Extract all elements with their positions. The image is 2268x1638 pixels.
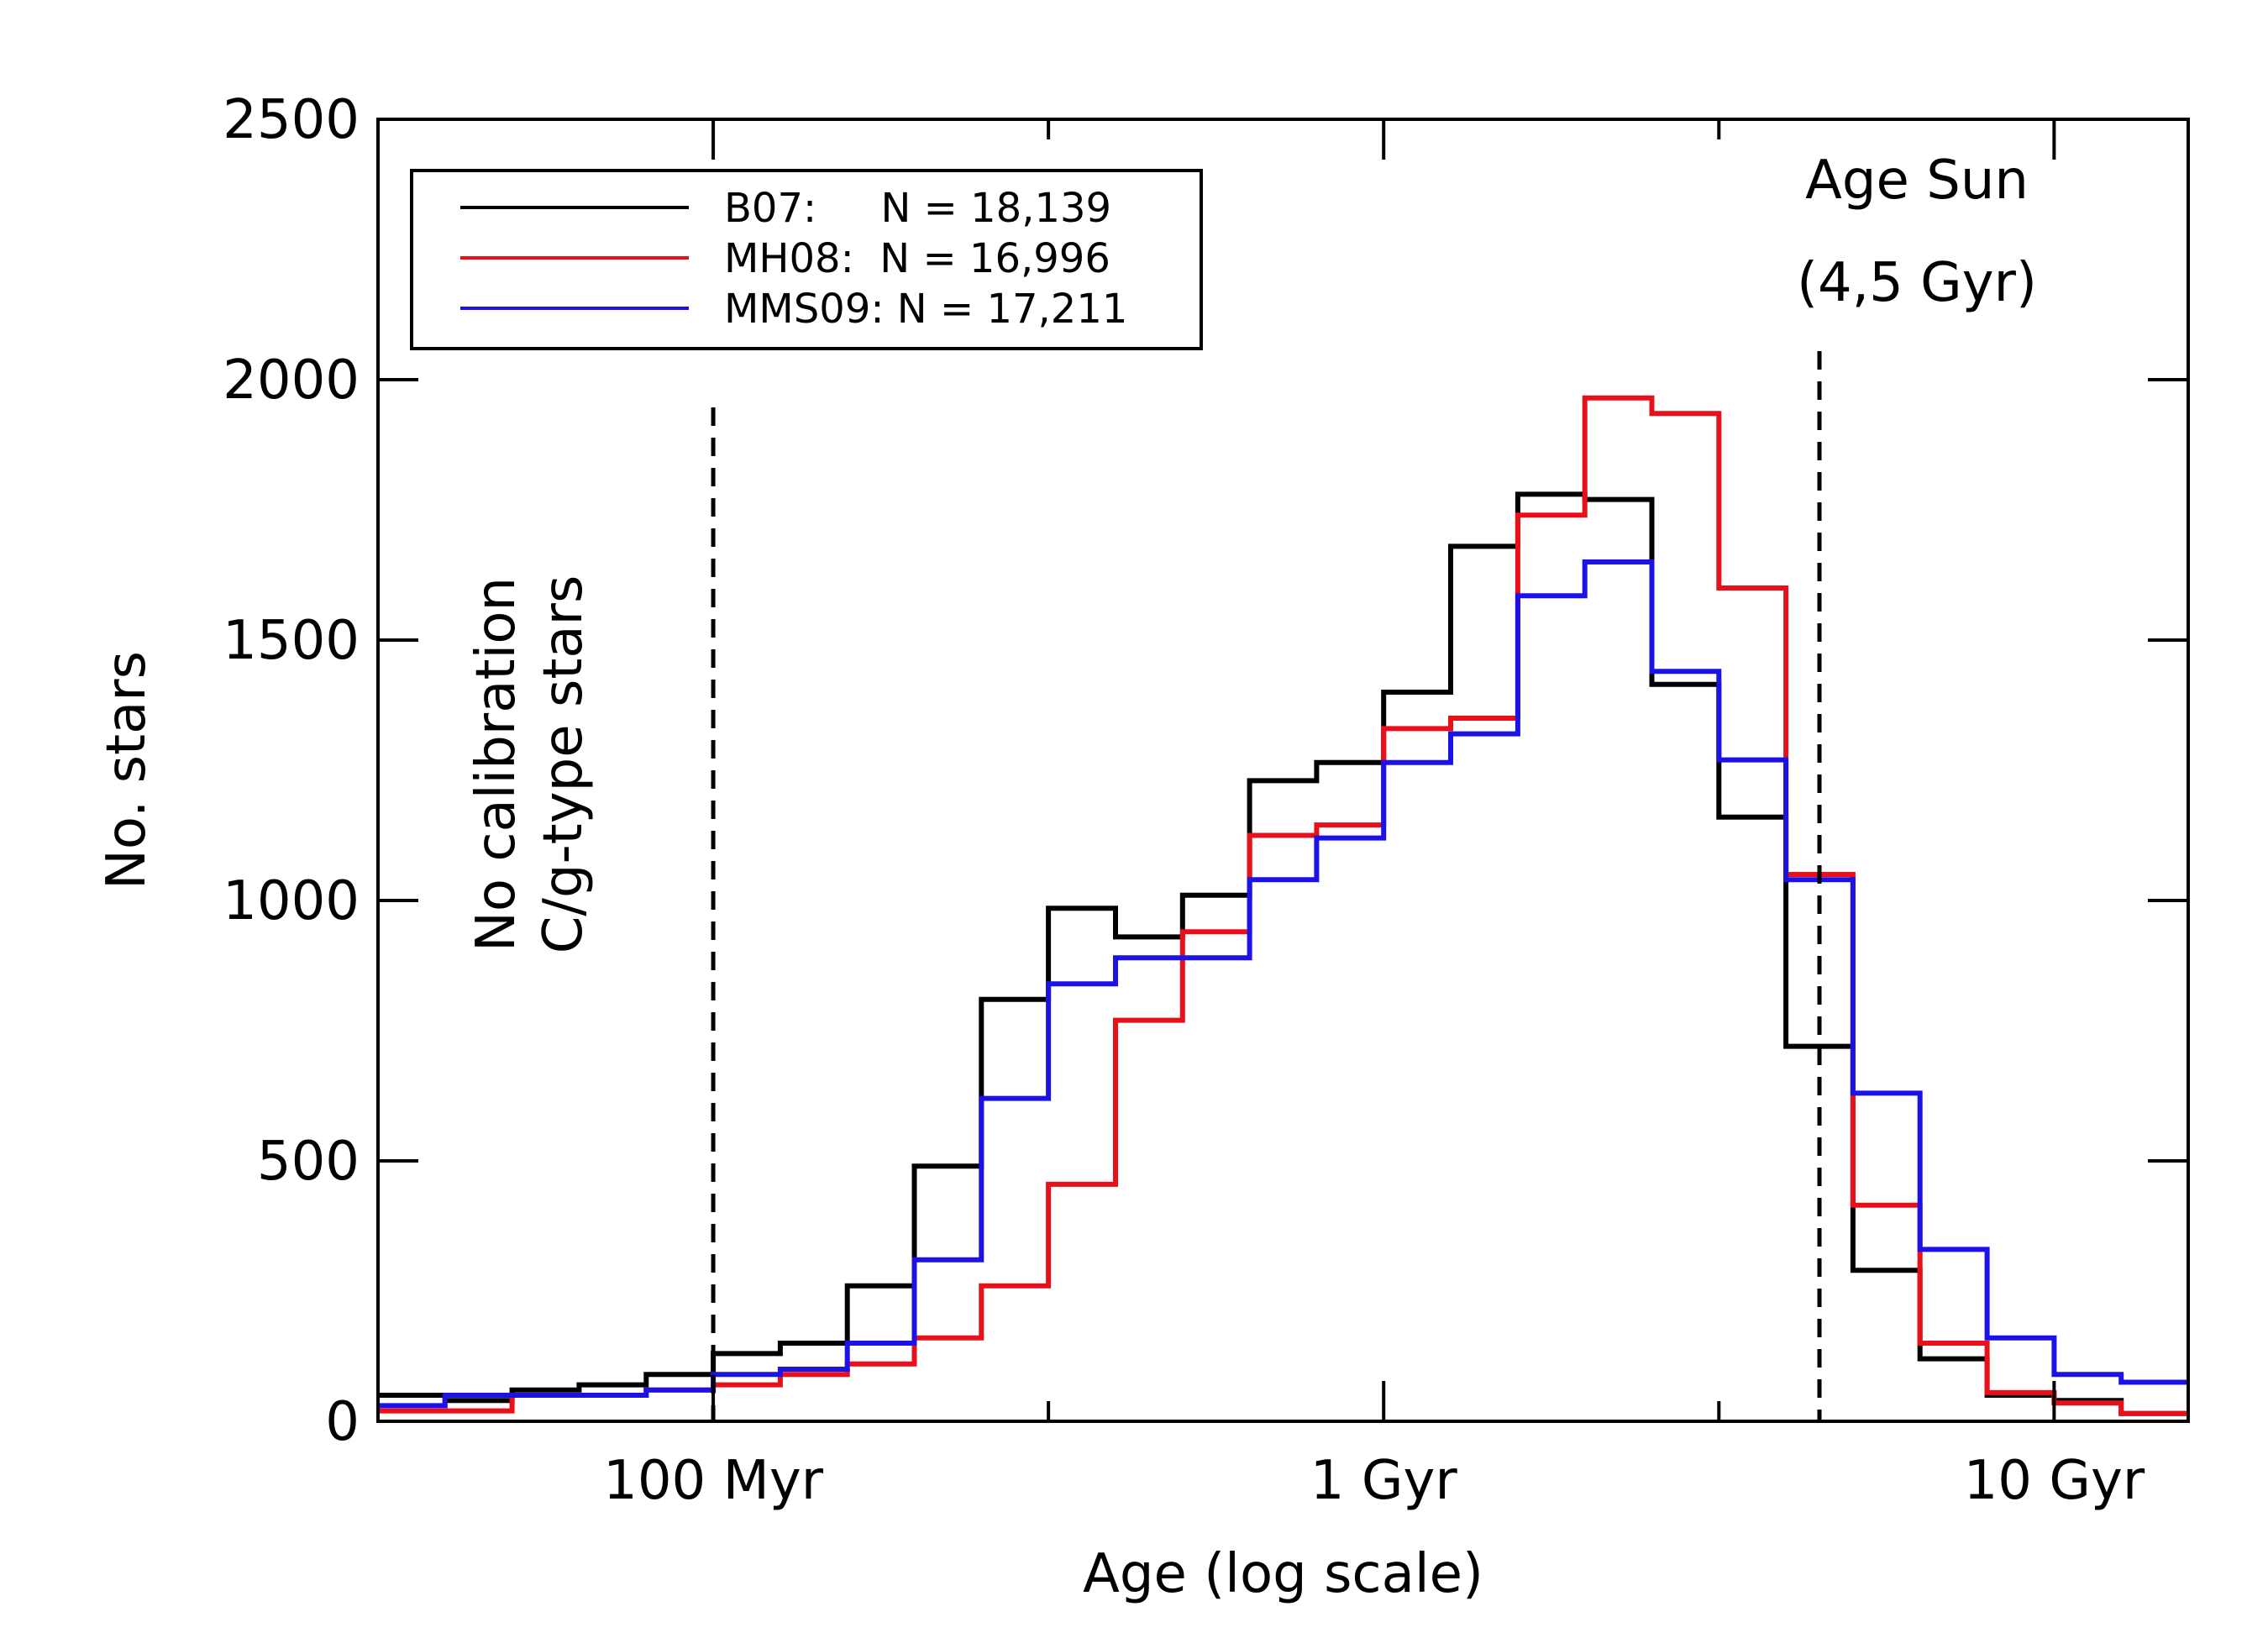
ticks-layer: 0 500 1000 1500 2000 2500 100 Myr 1 Gyr 10 Gyr [223,89,2188,1512]
y-tick-label: 500 [257,1131,360,1193]
y-tick-label: 0 [325,1391,360,1453]
x-tick-label: 10 Gyr [1964,1450,2145,1512]
series-mh08-line [378,395,2188,1416]
x-axis-title: Age (log scale) [1083,1543,1483,1605]
series-mms09-line [378,559,2188,1409]
legend-label-b07: B07: N = 18,139 [724,185,1111,232]
x-tick-label: 1 Gyr [1310,1450,1458,1512]
series-b07-line [378,491,2188,1416]
y-tick-label: 2500 [223,89,360,151]
legend-label-mms09: MMS09: N = 17,211 [724,286,1127,333]
c-g-type-stars-annotation: C/g-type stars [533,575,595,954]
plot-frame [376,118,2190,1423]
no-calibration-annotation: No calibration [465,577,528,952]
y-axis-title: No. stars [96,651,158,890]
y-tick-label: 2000 [223,349,360,412]
legend-label-mh08: MH08: N = 16,996 [724,235,1110,282]
age-sun-annotation: Age Sun [1805,150,2029,212]
y-tick-label: 1500 [223,610,360,672]
series-layer [378,395,2188,1416]
age-sun-value-annotation: (4,5 Gyr) [1797,252,2037,314]
y-tick-label: 1000 [223,870,360,932]
x-tick-label: 100 Myr [603,1450,824,1512]
